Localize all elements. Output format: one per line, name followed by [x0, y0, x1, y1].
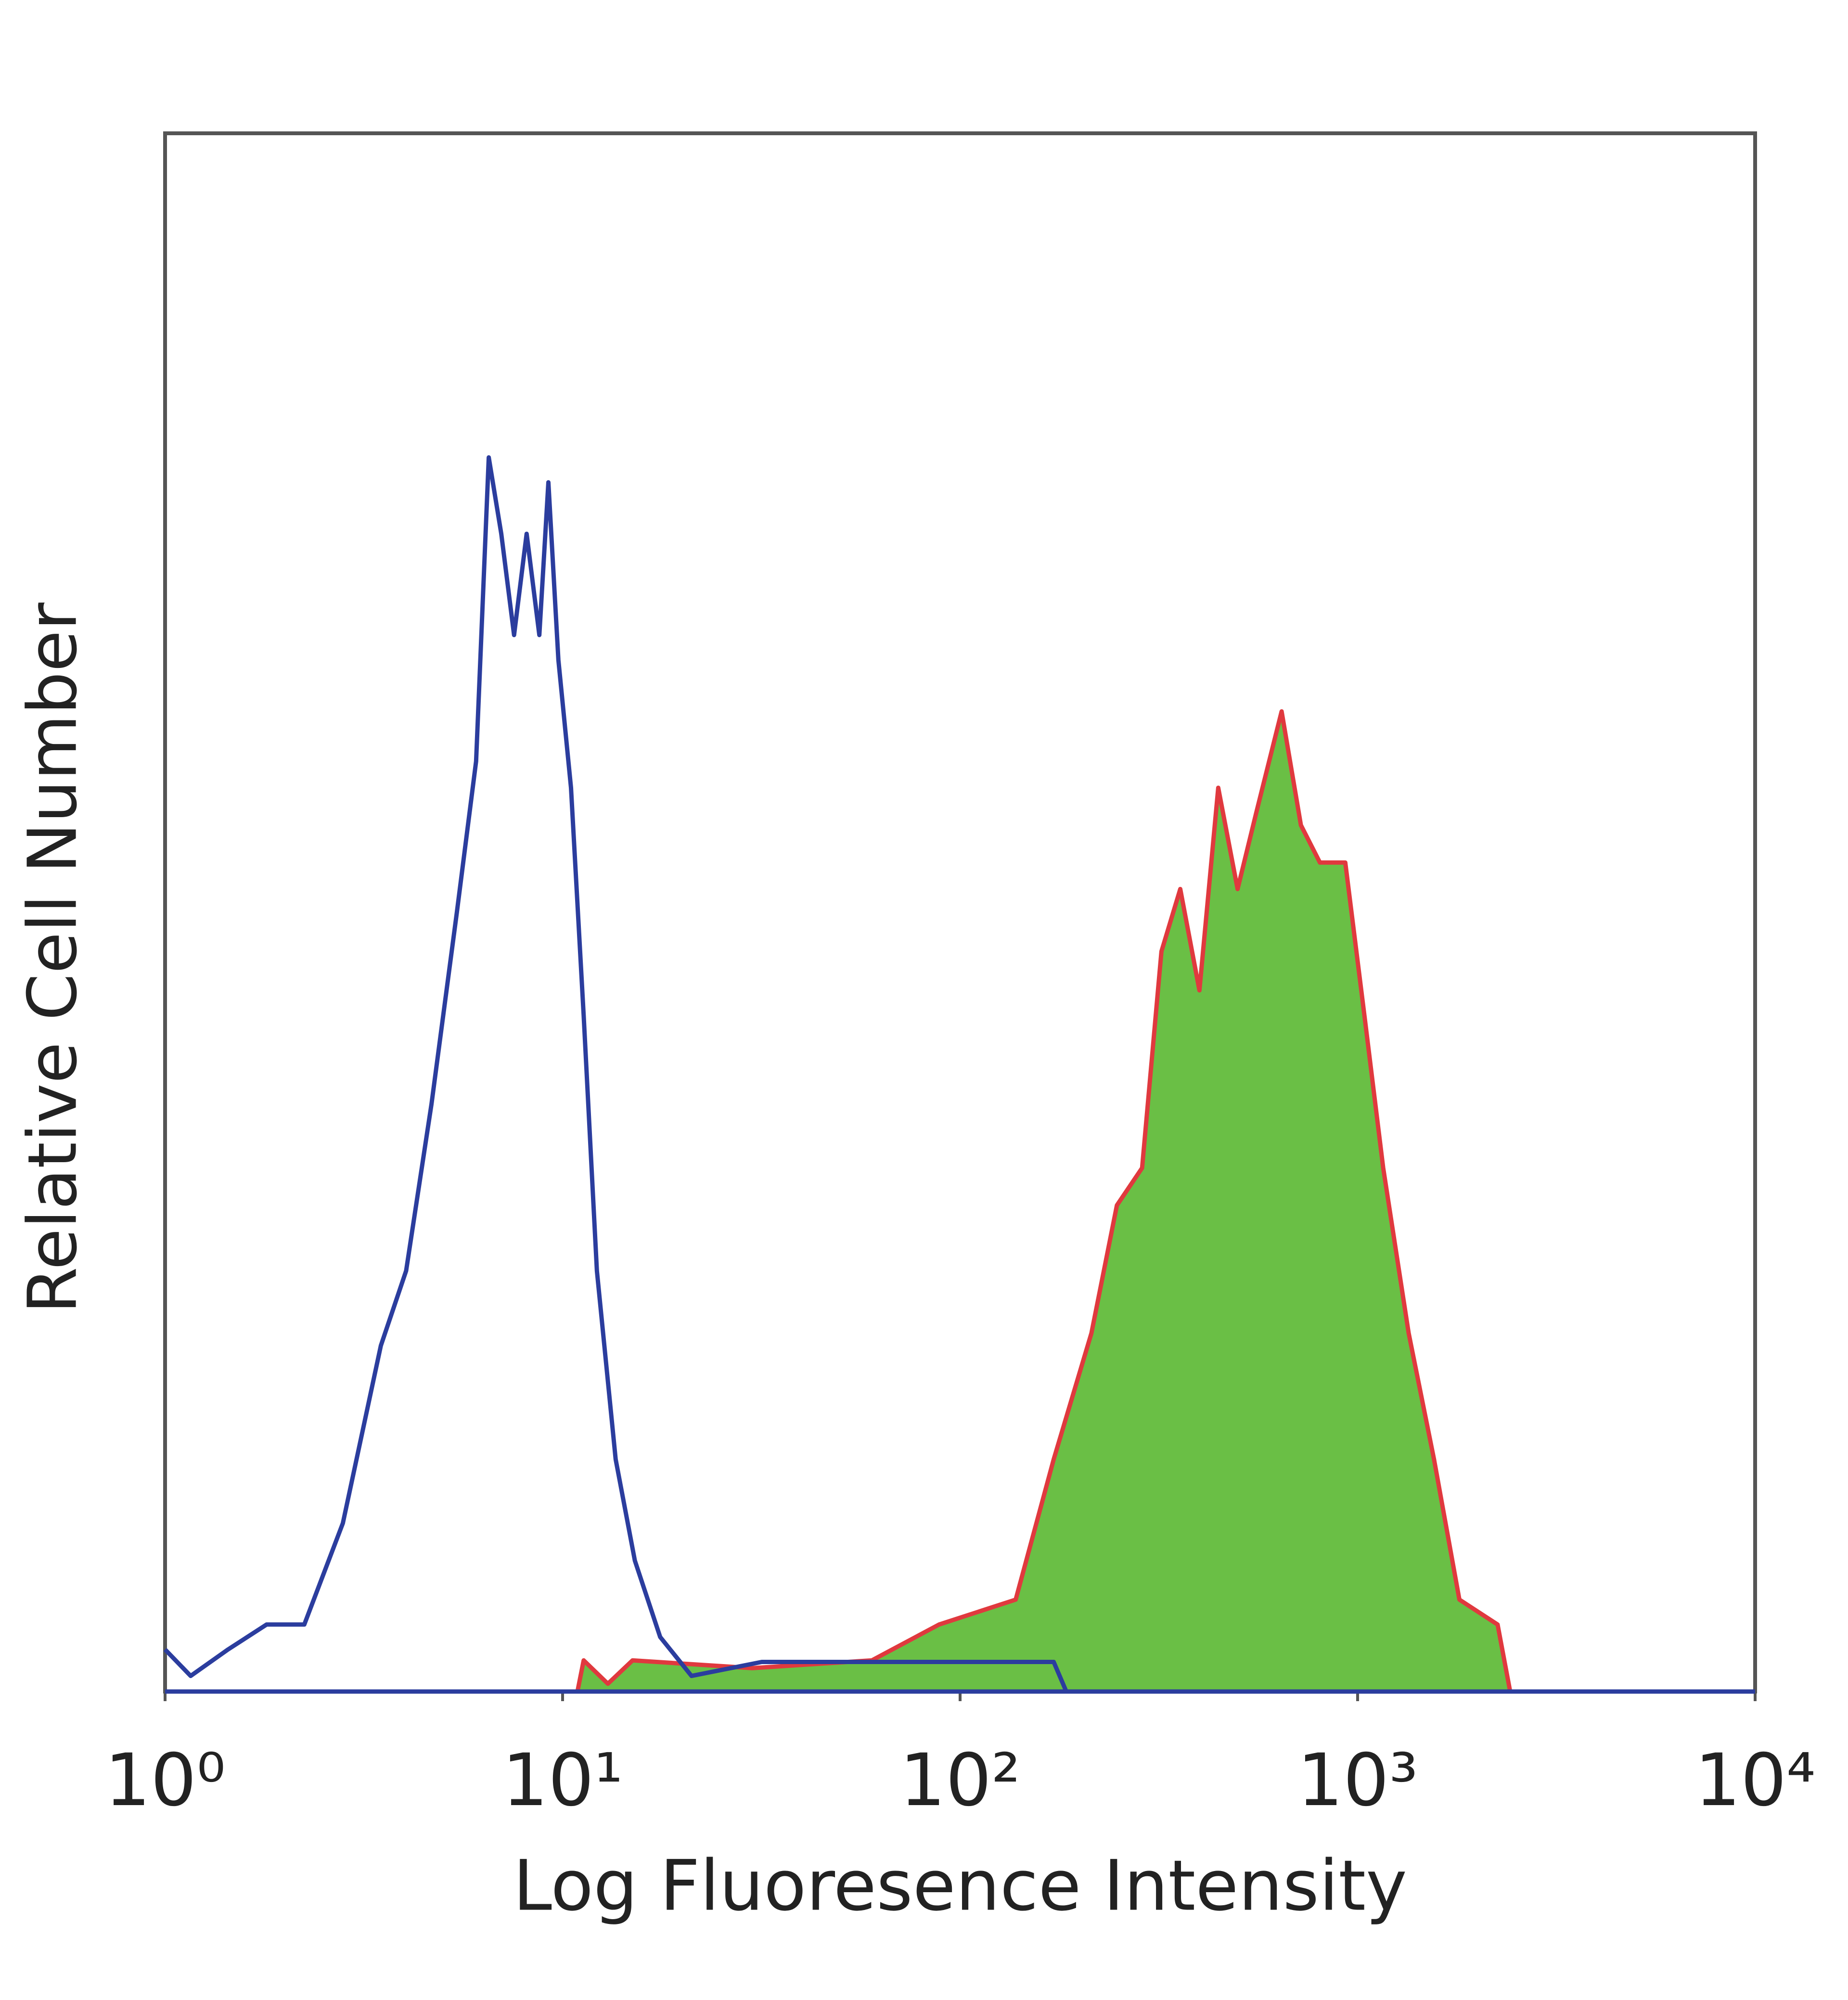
- x-tick-label: 10⁴: [1694, 1739, 1815, 1822]
- x-axis-label: Log Fluoresence Intensity: [513, 1846, 1407, 1927]
- x-tick-label: 10¹: [502, 1739, 623, 1822]
- histogram-line: [163, 455, 1755, 1694]
- x-tick-label: 10⁰: [104, 1739, 225, 1822]
- y-axis-label: Relative Cell Number: [14, 603, 92, 1314]
- x-tick-label: 10³: [1297, 1739, 1418, 1822]
- plot-frame: [163, 131, 1757, 1693]
- histogram-area: [165, 709, 1755, 1694]
- x-tick-label: 10²: [899, 1739, 1020, 1822]
